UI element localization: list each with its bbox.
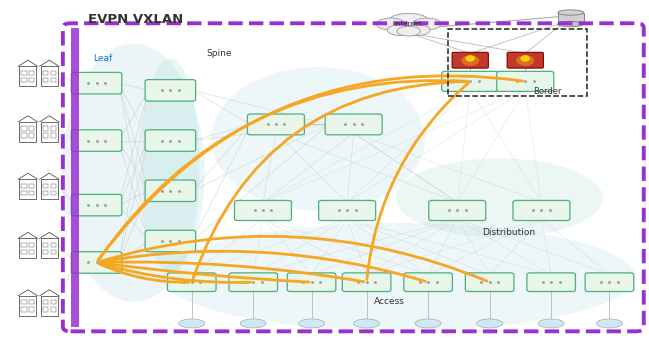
Ellipse shape <box>178 319 204 328</box>
Ellipse shape <box>62 44 204 302</box>
FancyBboxPatch shape <box>145 130 195 151</box>
FancyBboxPatch shape <box>71 28 79 327</box>
Ellipse shape <box>163 223 635 330</box>
Ellipse shape <box>376 18 405 30</box>
FancyBboxPatch shape <box>145 230 195 252</box>
Ellipse shape <box>520 55 530 62</box>
FancyBboxPatch shape <box>145 180 195 202</box>
Bar <box>557 13 583 24</box>
FancyBboxPatch shape <box>71 194 122 216</box>
Ellipse shape <box>396 158 603 237</box>
FancyBboxPatch shape <box>71 252 122 273</box>
FancyBboxPatch shape <box>342 273 391 292</box>
FancyArrowPatch shape <box>193 81 467 280</box>
Text: Distribution: Distribution <box>482 228 535 237</box>
Text: Spine: Spine <box>206 49 232 58</box>
FancyBboxPatch shape <box>229 273 278 292</box>
FancyBboxPatch shape <box>288 273 336 292</box>
FancyArrowPatch shape <box>99 262 364 282</box>
Ellipse shape <box>354 319 380 328</box>
FancyBboxPatch shape <box>234 201 291 221</box>
Text: Internet: Internet <box>395 21 422 27</box>
Ellipse shape <box>240 319 266 328</box>
FancyBboxPatch shape <box>319 201 376 221</box>
Ellipse shape <box>299 319 324 328</box>
Ellipse shape <box>557 21 583 27</box>
FancyArrowPatch shape <box>367 83 468 279</box>
FancyArrowPatch shape <box>99 263 309 282</box>
FancyBboxPatch shape <box>513 201 570 221</box>
FancyArrowPatch shape <box>99 263 251 283</box>
FancyArrowPatch shape <box>99 236 487 281</box>
Ellipse shape <box>141 58 199 273</box>
Ellipse shape <box>461 55 479 66</box>
Ellipse shape <box>465 55 475 62</box>
Text: Access: Access <box>374 297 405 306</box>
FancyBboxPatch shape <box>496 71 554 91</box>
Ellipse shape <box>387 13 430 31</box>
FancyBboxPatch shape <box>442 71 498 91</box>
FancyArrowPatch shape <box>98 76 522 260</box>
Ellipse shape <box>404 25 430 36</box>
FancyArrowPatch shape <box>99 264 189 282</box>
Ellipse shape <box>415 319 441 328</box>
FancyBboxPatch shape <box>145 80 195 101</box>
Ellipse shape <box>397 26 421 36</box>
Ellipse shape <box>211 67 425 211</box>
FancyBboxPatch shape <box>404 273 452 292</box>
FancyBboxPatch shape <box>71 72 122 94</box>
Ellipse shape <box>476 319 502 328</box>
FancyBboxPatch shape <box>452 52 488 68</box>
Ellipse shape <box>413 18 441 30</box>
FancyBboxPatch shape <box>429 201 485 221</box>
FancyArrowPatch shape <box>98 80 467 260</box>
FancyBboxPatch shape <box>507 52 543 68</box>
Ellipse shape <box>557 10 583 15</box>
Text: Leaf: Leaf <box>93 54 113 63</box>
Text: Border: Border <box>533 87 561 96</box>
FancyArrowPatch shape <box>99 251 426 282</box>
FancyBboxPatch shape <box>71 130 122 151</box>
FancyBboxPatch shape <box>465 273 514 292</box>
FancyBboxPatch shape <box>247 114 304 135</box>
FancyBboxPatch shape <box>585 273 633 292</box>
FancyBboxPatch shape <box>325 114 382 135</box>
Text: EVPN VXLAN: EVPN VXLAN <box>88 13 184 26</box>
FancyBboxPatch shape <box>167 273 216 292</box>
Ellipse shape <box>516 55 534 66</box>
Ellipse shape <box>596 319 622 328</box>
FancyBboxPatch shape <box>527 273 576 292</box>
Ellipse shape <box>387 25 413 36</box>
Ellipse shape <box>538 319 564 328</box>
